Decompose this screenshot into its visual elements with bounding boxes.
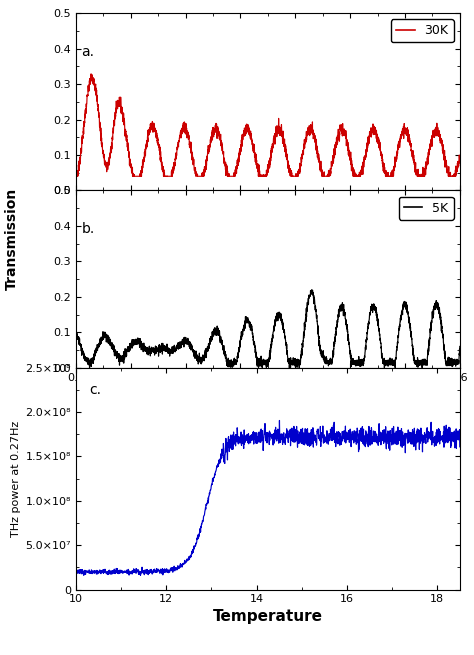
Text: c.: c.	[90, 383, 101, 398]
Text: a.: a.	[82, 45, 94, 59]
Y-axis label: THz power at 0.27Hz: THz power at 0.27Hz	[11, 421, 21, 537]
Legend: 30K: 30K	[391, 20, 454, 43]
X-axis label: Temperature: Temperature	[213, 608, 323, 624]
Legend: 5K: 5K	[399, 196, 454, 219]
X-axis label: Frequency (THz): Frequency (THz)	[198, 387, 338, 402]
Text: Transmission: Transmission	[5, 188, 19, 290]
Text: b.: b.	[82, 222, 95, 236]
